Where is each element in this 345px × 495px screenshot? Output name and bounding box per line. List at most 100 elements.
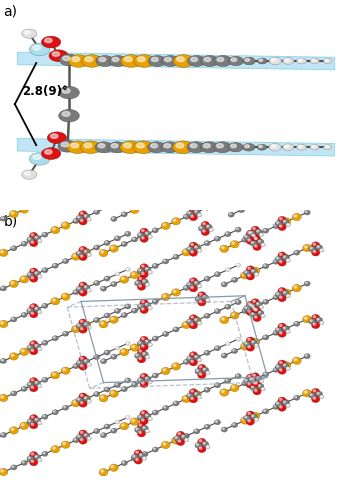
Circle shape bbox=[126, 197, 128, 198]
Circle shape bbox=[230, 384, 239, 392]
Circle shape bbox=[278, 259, 286, 266]
Circle shape bbox=[141, 419, 144, 421]
Circle shape bbox=[255, 301, 262, 307]
Circle shape bbox=[24, 31, 30, 34]
Circle shape bbox=[248, 412, 250, 414]
Text: b): b) bbox=[3, 215, 18, 229]
Circle shape bbox=[61, 367, 70, 374]
Circle shape bbox=[162, 405, 169, 410]
Circle shape bbox=[141, 375, 144, 377]
Circle shape bbox=[164, 195, 166, 196]
Circle shape bbox=[125, 378, 131, 383]
Circle shape bbox=[31, 269, 34, 271]
Circle shape bbox=[243, 238, 245, 240]
Circle shape bbox=[230, 312, 239, 319]
Circle shape bbox=[33, 346, 34, 347]
Circle shape bbox=[198, 214, 200, 215]
Circle shape bbox=[138, 453, 145, 458]
Circle shape bbox=[116, 201, 117, 203]
Circle shape bbox=[88, 254, 89, 255]
Circle shape bbox=[140, 373, 148, 380]
Circle shape bbox=[183, 185, 189, 190]
Circle shape bbox=[245, 145, 249, 148]
Circle shape bbox=[109, 316, 118, 323]
Circle shape bbox=[30, 348, 38, 355]
Circle shape bbox=[278, 288, 286, 295]
Circle shape bbox=[31, 305, 34, 307]
Circle shape bbox=[257, 230, 259, 232]
Circle shape bbox=[74, 439, 76, 440]
Circle shape bbox=[51, 372, 60, 379]
Circle shape bbox=[137, 378, 144, 383]
Circle shape bbox=[102, 287, 104, 289]
Circle shape bbox=[248, 346, 250, 348]
Circle shape bbox=[111, 247, 114, 248]
Circle shape bbox=[41, 148, 61, 159]
Circle shape bbox=[204, 241, 210, 246]
Circle shape bbox=[251, 226, 259, 233]
Circle shape bbox=[31, 234, 34, 236]
Circle shape bbox=[99, 57, 106, 61]
Circle shape bbox=[79, 356, 87, 363]
Circle shape bbox=[140, 236, 148, 243]
Circle shape bbox=[141, 412, 144, 414]
Circle shape bbox=[284, 291, 286, 293]
Circle shape bbox=[111, 144, 118, 148]
Circle shape bbox=[259, 199, 262, 201]
Circle shape bbox=[277, 222, 279, 223]
Circle shape bbox=[294, 358, 297, 361]
Circle shape bbox=[87, 400, 91, 403]
Circle shape bbox=[137, 341, 144, 346]
Circle shape bbox=[235, 162, 241, 167]
Circle shape bbox=[194, 392, 200, 397]
Circle shape bbox=[311, 176, 314, 178]
Circle shape bbox=[140, 381, 148, 388]
Circle shape bbox=[33, 457, 34, 458]
Circle shape bbox=[95, 430, 97, 431]
Circle shape bbox=[185, 439, 187, 440]
Circle shape bbox=[205, 206, 207, 207]
Circle shape bbox=[31, 453, 34, 455]
Circle shape bbox=[273, 330, 279, 336]
Circle shape bbox=[84, 143, 92, 148]
Circle shape bbox=[73, 290, 79, 295]
Circle shape bbox=[195, 319, 197, 320]
Polygon shape bbox=[17, 52, 335, 70]
Circle shape bbox=[125, 342, 130, 346]
Circle shape bbox=[154, 337, 155, 339]
Circle shape bbox=[200, 227, 202, 228]
Circle shape bbox=[143, 457, 145, 458]
Circle shape bbox=[184, 250, 186, 252]
Circle shape bbox=[214, 200, 220, 205]
Circle shape bbox=[31, 379, 34, 381]
Circle shape bbox=[282, 400, 289, 405]
Circle shape bbox=[115, 346, 120, 350]
Circle shape bbox=[240, 208, 241, 210]
Circle shape bbox=[188, 357, 190, 359]
Circle shape bbox=[225, 342, 230, 346]
Circle shape bbox=[148, 142, 166, 153]
Circle shape bbox=[191, 360, 194, 362]
Circle shape bbox=[173, 54, 194, 67]
Circle shape bbox=[80, 328, 83, 330]
Circle shape bbox=[233, 349, 235, 351]
Circle shape bbox=[111, 317, 114, 320]
Circle shape bbox=[292, 186, 293, 188]
Circle shape bbox=[105, 172, 107, 173]
Circle shape bbox=[79, 319, 87, 326]
Circle shape bbox=[255, 344, 259, 347]
Circle shape bbox=[255, 381, 259, 384]
Circle shape bbox=[188, 283, 190, 285]
Circle shape bbox=[104, 205, 110, 210]
Circle shape bbox=[243, 309, 245, 311]
Circle shape bbox=[199, 300, 202, 302]
Circle shape bbox=[67, 141, 88, 153]
Circle shape bbox=[184, 323, 186, 325]
Circle shape bbox=[134, 457, 142, 464]
Circle shape bbox=[175, 437, 177, 439]
Circle shape bbox=[242, 273, 245, 275]
Circle shape bbox=[255, 273, 259, 276]
Circle shape bbox=[31, 237, 38, 242]
Circle shape bbox=[271, 195, 273, 197]
Circle shape bbox=[182, 435, 184, 437]
